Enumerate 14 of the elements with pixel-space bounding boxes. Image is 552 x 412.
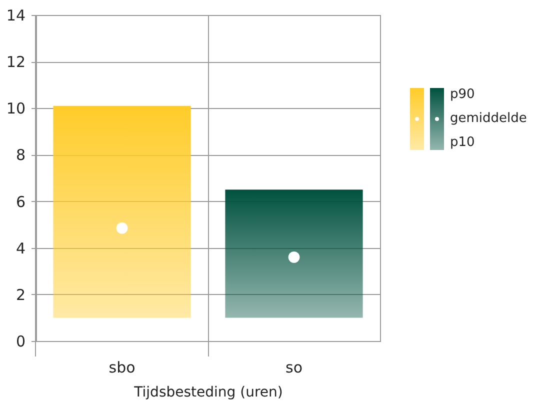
x-tick-label: so [286, 358, 302, 376]
y-tick-label: 6 [16, 192, 26, 211]
y-tick-label: 12 [6, 53, 26, 72]
x-axis-title: Tijdsbesteding (uren) [133, 384, 283, 400]
y-tick-label: 4 [16, 239, 26, 258]
legend-label: gemiddelde [450, 110, 527, 128]
text: p10 [450, 134, 476, 152]
y-tick-label: 10 [6, 100, 26, 118]
text: p90 [450, 86, 476, 104]
x-tick-label: sbo [108, 358, 136, 376]
y-tick-label: 8 [16, 146, 26, 164]
y-tick-label: 14 [6, 6, 26, 24]
y-tick-label: 0 [16, 332, 26, 350]
y-tick-label: 2 [16, 286, 26, 304]
